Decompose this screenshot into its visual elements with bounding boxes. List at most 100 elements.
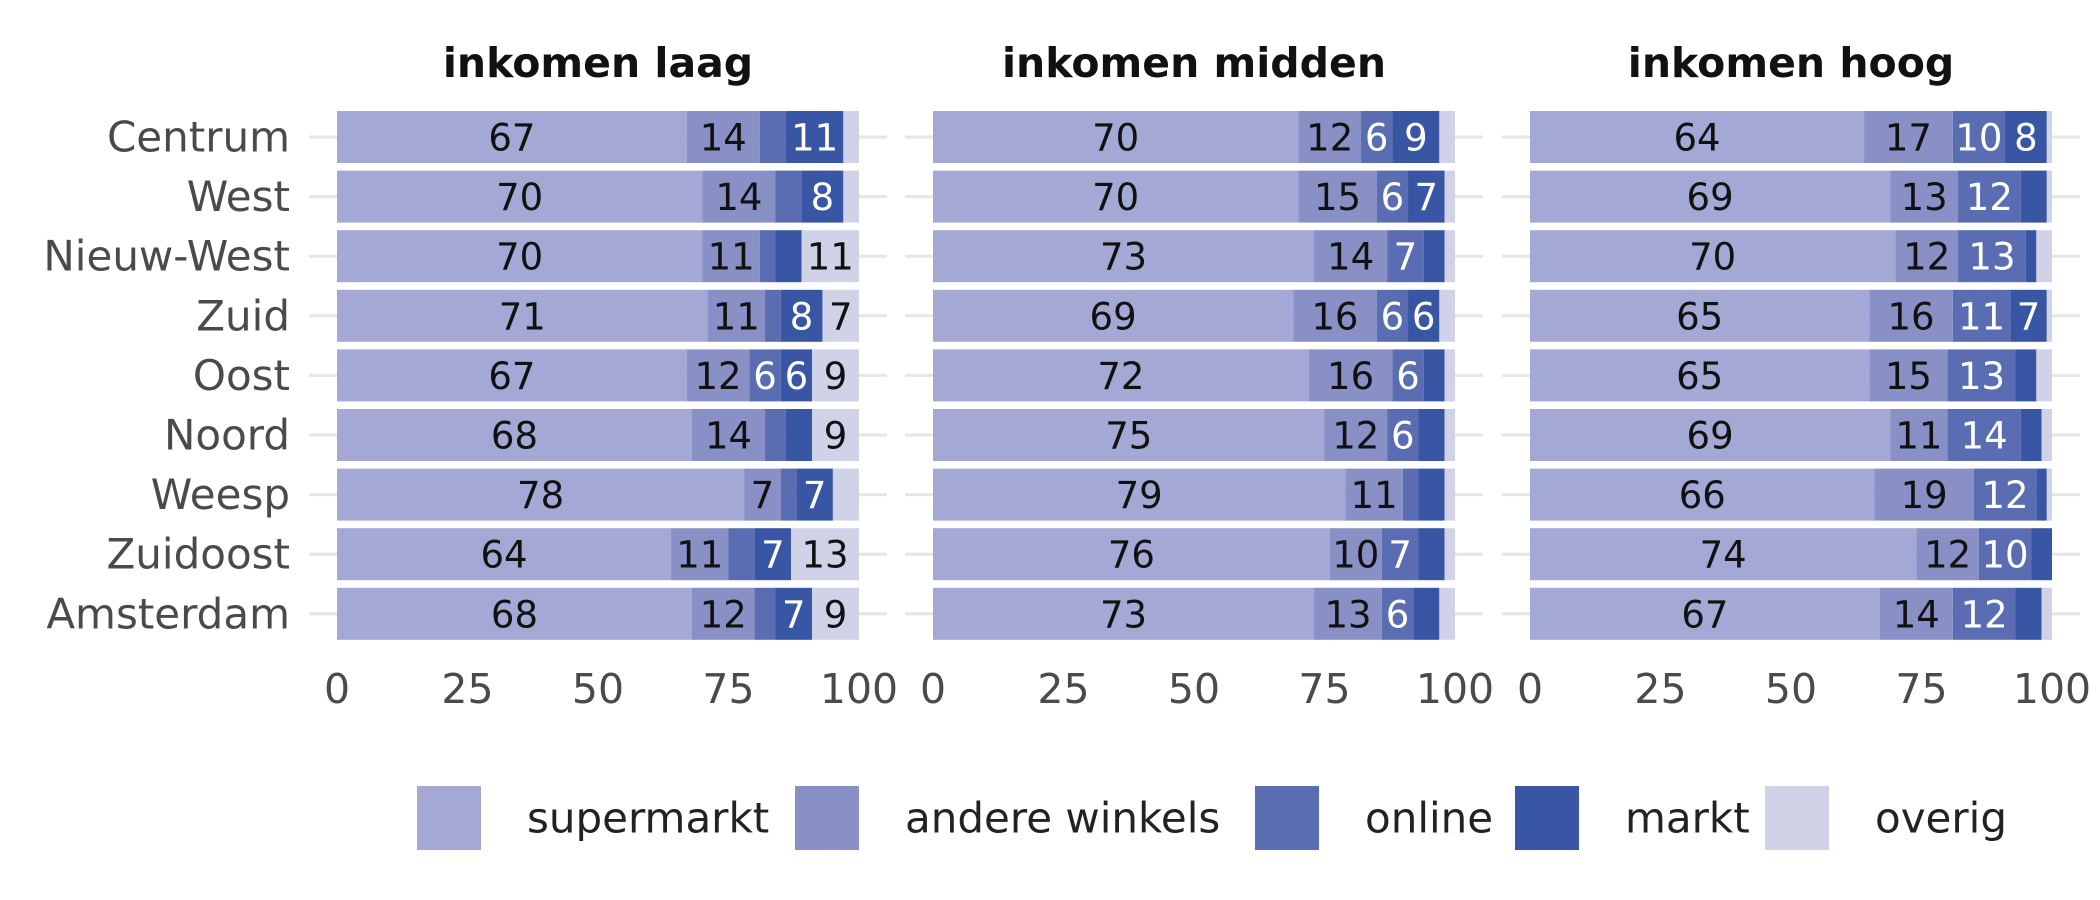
data-label: 7 — [2017, 295, 2041, 338]
bar-supermarkt-oost — [933, 349, 1309, 402]
x-tick-label: 75 — [1895, 665, 1947, 713]
data-label: 15 — [1885, 355, 1932, 398]
bar-online-centrum — [1952, 111, 2006, 163]
data-label: 7 — [1388, 534, 1412, 577]
x-tick-label: 25 — [1037, 665, 1089, 713]
bar-markt-centrum — [785, 111, 844, 163]
bar-andere-winkels-weesp — [1345, 468, 1403, 521]
bar-andere-winkels-amsterdam — [1879, 587, 1953, 640]
bar-online-zuidoost — [1978, 528, 2032, 581]
data-label: 16 — [1327, 355, 1374, 398]
data-label: 16 — [1888, 295, 1935, 338]
bar-andere-winkels-noord — [1890, 409, 1948, 461]
bar-andere-winkels-centrum — [686, 111, 760, 163]
data-label: 12 — [1981, 474, 2028, 517]
bar-markt-centrum — [2005, 111, 2047, 163]
legend-label: supermarkt — [527, 794, 769, 843]
data-label: 65 — [1676, 355, 1723, 398]
bar-overig-amsterdam — [812, 587, 859, 640]
data-label: 16 — [1311, 295, 1358, 338]
bar-supermarkt-weesp — [933, 468, 1346, 521]
bar-markt-weesp — [796, 468, 833, 521]
legend-item-overig: overig — [1765, 786, 2007, 850]
bar-supermarkt-nieuw-west — [1530, 230, 1896, 283]
bar-overig-centrum — [2046, 111, 2052, 163]
row-label-weesp: Weesp — [151, 470, 290, 519]
bar-online-west — [775, 170, 802, 223]
data-label: 70 — [1092, 117, 1139, 160]
bar-online-weesp — [1973, 468, 2037, 521]
data-label: 10 — [1981, 534, 2028, 577]
data-label: 7 — [829, 295, 853, 338]
bar-online-oost — [1947, 349, 2016, 402]
data-label: 6 — [1381, 295, 1405, 338]
bar-online-nieuw-west — [1958, 230, 2026, 283]
data-label: 6 — [1381, 176, 1405, 219]
bar-supermarkt-weesp — [1530, 468, 1875, 521]
bar-supermarkt-nieuw-west — [337, 230, 703, 283]
data-label: 69 — [1687, 415, 1734, 458]
bar-andere-winkels-zuid — [1869, 289, 1953, 342]
data-label: 68 — [491, 415, 538, 458]
bar-overig-zuidoost — [791, 528, 859, 581]
facet-title: inkomen laag — [443, 39, 753, 87]
bar-markt-amsterdam — [2015, 587, 2042, 640]
data-label: 73 — [1100, 236, 1147, 279]
data-label: 9 — [1404, 117, 1428, 160]
legend-label: markt — [1625, 794, 1750, 843]
bar-online-amsterdam — [754, 587, 776, 640]
legend-key — [417, 786, 481, 850]
bar-supermarkt-zuid — [1530, 289, 1870, 342]
bar-andere-winkels-zuid — [1293, 289, 1377, 342]
row-label-oost: Oost — [193, 351, 290, 400]
x-tick-label: 50 — [572, 665, 624, 713]
data-label: 75 — [1105, 415, 1152, 458]
bar-overig-west — [1444, 170, 1455, 223]
legend-item-supermarkt: supermarkt — [417, 786, 769, 850]
data-label: 12 — [1306, 117, 1353, 160]
legend-key — [1765, 786, 1829, 850]
data-label: 6 — [1386, 593, 1410, 636]
bar-overig-amsterdam — [2041, 587, 2052, 640]
bar-andere-winkels-centrum — [1298, 111, 1362, 163]
bar-markt-noord — [2020, 409, 2042, 461]
bar-markt-west — [1408, 170, 1445, 223]
data-label: 6 — [785, 355, 809, 398]
data-label: 14 — [700, 117, 747, 160]
bar-supermarkt-west — [1530, 170, 1891, 223]
row-labels: Centrum West Nieuw-West Zuid Oost Noord Weesp Z… — [43, 113, 290, 639]
data-label: 13 — [1324, 593, 1371, 636]
bar-markt-oost — [2015, 349, 2037, 402]
data-label: 12 — [700, 593, 747, 636]
data-label: 66 — [1679, 474, 1726, 517]
bar-markt-oost — [780, 349, 813, 402]
data-label: 11 — [676, 534, 723, 577]
bar-online-noord — [765, 409, 786, 461]
bar-supermarkt-zuid — [337, 289, 708, 342]
bar-andere-winkels-noord — [1324, 409, 1388, 461]
data-label: 6 — [1365, 117, 1389, 160]
data-label: 8 — [790, 295, 814, 338]
x-tick-label: 0 — [1517, 665, 1543, 713]
legend-item-markt: markt — [1515, 786, 1750, 850]
facet-panel-inkomen-hoog: inkomen hoog 64 17 10 8 69 13 12 70 12 13 65 16 11 7 65… — [1502, 39, 2091, 713]
row-label-centrum: Centrum — [107, 113, 290, 162]
x-tick-label: 25 — [441, 665, 493, 713]
legend-item-online: online — [1255, 786, 1493, 850]
bar-andere-winkels-zuidoost — [1916, 528, 1979, 581]
data-label: 14 — [1961, 415, 2008, 458]
bar-supermarkt-zuidoost — [1530, 528, 1917, 581]
bar-online-west — [1958, 170, 2021, 223]
row-label-zuid: Zuid — [196, 291, 290, 340]
bar-online-nieuw-west — [759, 230, 776, 283]
bar-supermarkt-oost — [1530, 349, 1870, 402]
bar-markt-zuidoost — [2031, 528, 2052, 581]
bar-online-zuidoost — [1381, 528, 1419, 581]
data-label: 69 — [1687, 176, 1734, 219]
bar-supermarkt-west — [933, 170, 1299, 223]
bar-overig-weesp — [1444, 468, 1455, 521]
data-label: 70 — [1689, 236, 1736, 279]
bar-overig-zuid — [822, 289, 859, 342]
bar-andere-winkels-zuidoost — [1329, 528, 1382, 581]
data-label: 13 — [802, 534, 849, 577]
